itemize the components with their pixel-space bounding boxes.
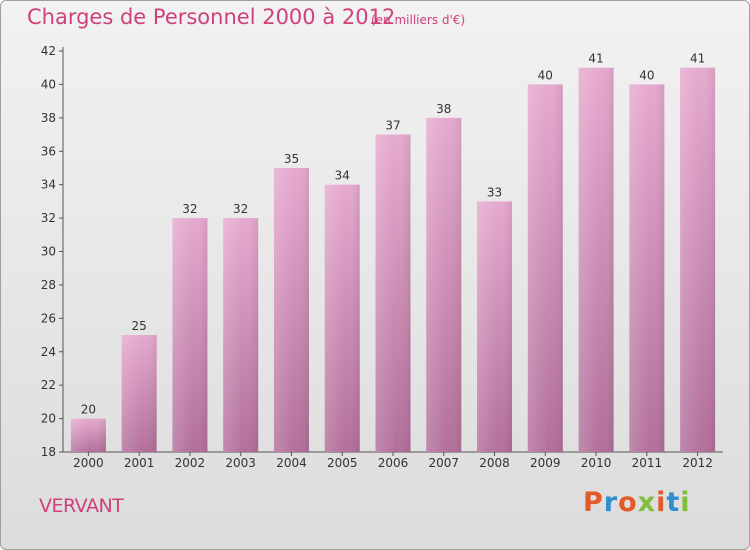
data-label: 40 <box>639 68 654 82</box>
x-tick-label: 2006 <box>378 456 409 470</box>
y-tick-label: 20 <box>41 412 56 426</box>
data-label: 37 <box>385 119 400 133</box>
x-tick-label: 2011 <box>632 456 663 470</box>
y-tick-label: 38 <box>41 111 56 125</box>
x-tick-label: 2002 <box>175 456 206 470</box>
data-label: 41 <box>588 52 603 66</box>
logo-letter: x <box>637 487 657 518</box>
y-tick-label: 36 <box>41 144 56 158</box>
logo-letter: i <box>680 487 691 518</box>
x-tick-label: 2012 <box>682 456 713 470</box>
bar-shade <box>324 184 360 452</box>
x-tick-label: 2010 <box>581 456 612 470</box>
bar-shade <box>121 335 157 452</box>
x-tick-label: 2008 <box>479 456 510 470</box>
data-label: 20 <box>81 403 96 417</box>
data-label: 34 <box>335 169 350 183</box>
chart-subtitle: (en milliers d'€) <box>371 13 466 27</box>
y-tick-label: 30 <box>41 245 56 259</box>
data-label: 25 <box>132 319 147 333</box>
y-tick-label: 34 <box>41 178 56 192</box>
bar-shade <box>680 67 716 452</box>
data-label: 40 <box>538 68 553 82</box>
chart-title: Charges de Personnel 2000 à 2012 <box>27 5 396 29</box>
x-tick-label: 2004 <box>276 456 307 470</box>
logo-letter: i <box>656 487 667 518</box>
bar-shade <box>70 418 106 452</box>
bar-shade <box>527 84 563 453</box>
y-tick-label: 26 <box>41 311 56 325</box>
bar-shade <box>375 134 411 452</box>
y-tick-label: 24 <box>41 345 56 359</box>
data-label: 38 <box>436 102 451 116</box>
y-tick-label: 40 <box>41 77 56 91</box>
bar-shade <box>172 218 208 452</box>
logo-letter: o <box>618 487 638 518</box>
x-tick-label: 2005 <box>327 456 358 470</box>
data-label: 41 <box>690 52 705 66</box>
bar-shade <box>273 167 309 453</box>
bar-shade <box>426 117 462 452</box>
logo-letter: t <box>666 487 681 518</box>
y-tick-label: 28 <box>41 278 56 292</box>
logo-letter: P <box>583 487 604 518</box>
x-tick-label: 2000 <box>73 456 104 470</box>
data-label: 32 <box>182 202 197 216</box>
x-tick-label: 2003 <box>225 456 256 470</box>
bar-shade <box>578 67 614 452</box>
bar-shade <box>223 218 259 452</box>
y-tick-label: 18 <box>41 445 56 459</box>
y-tick-label: 42 <box>41 44 56 58</box>
x-tick-label: 2007 <box>428 456 459 470</box>
data-label: 32 <box>233 202 248 216</box>
x-tick-label: 2001 <box>124 456 155 470</box>
bar-shade <box>629 84 665 453</box>
bar-shade <box>477 201 513 452</box>
logo-letter: r <box>603 487 619 518</box>
commune-name: VERVANT <box>39 495 124 517</box>
proxiti-logo: Proxiti <box>583 487 691 518</box>
data-label: 35 <box>284 152 299 166</box>
y-tick-label: 32 <box>41 211 56 225</box>
data-label: 33 <box>487 185 502 199</box>
y-tick-label: 22 <box>41 378 56 392</box>
x-tick-label: 2009 <box>530 456 561 470</box>
